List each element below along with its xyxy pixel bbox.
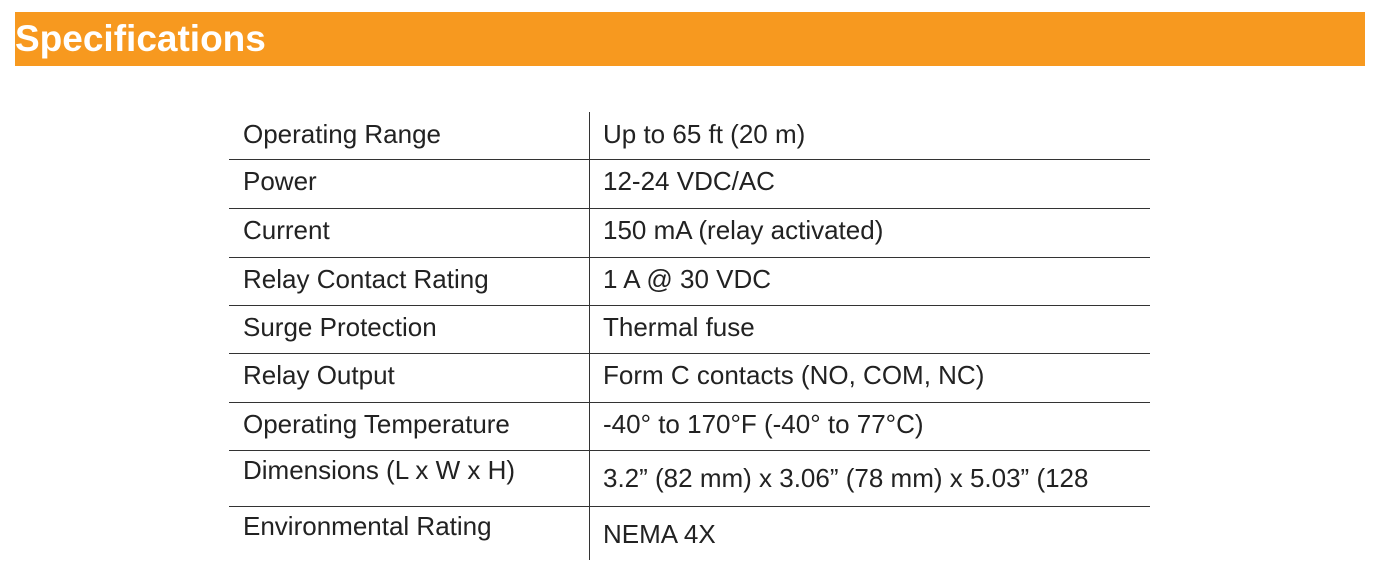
row-divider <box>229 208 1150 209</box>
row-divider <box>229 353 1150 354</box>
spec-label: Environmental Rating <box>243 511 492 541</box>
spec-value: 150 mA (relay activated) <box>603 215 884 245</box>
spec-value: Up to 65 ft (20 m) <box>603 119 806 149</box>
spec-label: Surge Protection <box>243 312 437 342</box>
spec-label: Power <box>243 166 317 196</box>
row-divider <box>229 402 1150 403</box>
column-divider <box>589 112 590 560</box>
spec-label: Operating Range <box>243 119 442 149</box>
spec-table: Operating Range Up to 65 ft (20 m) Power 12… <box>229 112 1150 560</box>
spec-label: Current <box>243 215 330 245</box>
spec-label: Dimensions (L x W x H) <box>243 455 516 485</box>
row-divider <box>229 305 1150 306</box>
row-divider <box>229 506 1150 507</box>
header-title: Specifications <box>15 18 266 59</box>
row-divider <box>229 450 1150 451</box>
row-divider <box>229 257 1150 258</box>
spec-value: Form C contacts (NO, COM, NC) <box>603 360 985 390</box>
spec-value: -40° to 170°F (-40° to 77°C) <box>603 409 924 439</box>
spec-value: 1 A @ 30 VDC <box>603 264 772 294</box>
spec-label: Operating Temperature <box>243 409 510 439</box>
header-bar <box>15 12 1365 66</box>
spec-value: 12-24 VDC/AC <box>603 166 775 196</box>
spec-label: Relay Output <box>243 360 395 390</box>
spec-label: Relay Contact Rating <box>243 264 489 294</box>
spec-value: 3.2” (82 mm) x 3.06” (78 mm) x 5.03” (12… <box>603 463 1089 493</box>
row-divider <box>229 159 1150 160</box>
spec-value: Thermal fuse <box>603 312 755 342</box>
spec-value: NEMA 4X <box>603 519 716 549</box>
